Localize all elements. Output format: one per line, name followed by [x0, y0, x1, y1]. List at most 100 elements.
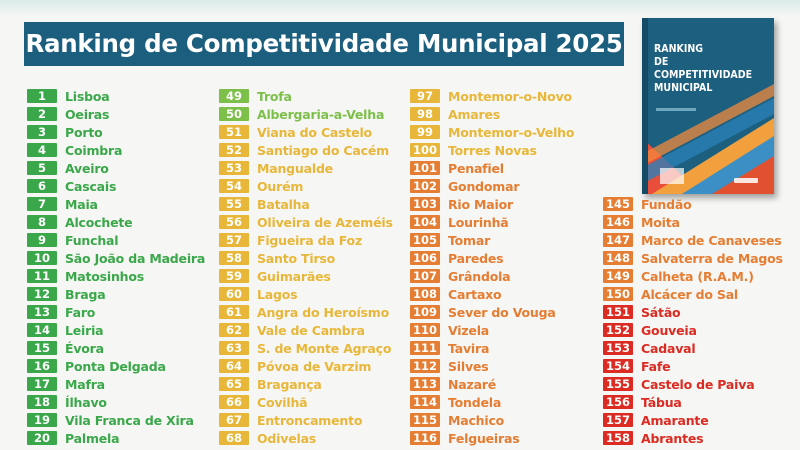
rank-badge: 100: [410, 143, 440, 157]
municipality-name: Sátão: [641, 304, 681, 320]
rank-badge: 150: [603, 287, 633, 301]
rank-badge: 67: [219, 413, 249, 427]
municipality-name: Tomar: [448, 232, 491, 248]
municipality-name: Porto: [65, 124, 103, 140]
municipality-name: Santiago do Cacém: [257, 142, 389, 158]
rank-badge: 152: [603, 323, 633, 337]
municipality-name: Maia: [65, 196, 98, 212]
ranking-row: 66 Covilhã: [219, 393, 393, 411]
rank-badge: 65: [219, 377, 249, 391]
municipality-name: Rio Maior: [448, 196, 513, 212]
rank-badge: 53: [219, 161, 249, 175]
municipality-name: Penafiel: [448, 160, 504, 176]
ranking-row: 97 Montemor-o-Novo: [410, 87, 574, 105]
publisher-logo: [734, 178, 758, 183]
rank-badge: 20: [27, 431, 57, 445]
ranking-row: 4 Coimbra: [27, 141, 205, 159]
ranking-row: 113 Nazaré: [410, 375, 574, 393]
ranking-row: 106 Paredes: [410, 249, 574, 267]
rank-badge: 54: [219, 179, 249, 193]
ranking-row: 103 Rio Maior: [410, 195, 574, 213]
ranking-row: 54 Ourém: [219, 177, 393, 195]
municipality-name: Torres Novas: [448, 142, 537, 158]
municipality-name: Faro: [65, 304, 96, 320]
municipality-name: Guimarães: [257, 268, 331, 284]
ranking-row: 53 Mangualde: [219, 159, 393, 177]
ranking-row: 57 Figueira da Foz: [219, 231, 393, 249]
rank-badge: 116: [410, 431, 440, 445]
municipality-name: Montemor-o-Novo: [448, 88, 572, 104]
rank-badge: 17: [27, 377, 57, 391]
ranking-row: 67 Entroncamento: [219, 411, 393, 429]
municipality-name: Gondomar: [448, 178, 520, 194]
rank-badge: 2: [27, 107, 57, 121]
rank-badge: 98: [410, 107, 440, 121]
ranking-row: 153 Cadaval: [603, 339, 783, 357]
ranking-row: 51 Viana do Castelo: [219, 123, 393, 141]
ranking-row: 145 Fundão: [603, 195, 783, 213]
rank-badge: 156: [603, 395, 633, 409]
municipality-name: Amares: [448, 106, 501, 122]
municipality-name: Machico: [448, 412, 505, 428]
municipality-name: Santo Tirso: [257, 250, 336, 266]
ranking-row: 104 Lourinhã: [410, 213, 574, 231]
ranking-row: 20 Palmela: [27, 429, 205, 447]
municipality-name: Marco de Canaveses: [641, 232, 782, 248]
ranking-row: 59 Guimarães: [219, 267, 393, 285]
rank-badge: 19: [27, 413, 57, 427]
rank-badge: 115: [410, 413, 440, 427]
rank-badge: 49: [219, 89, 249, 103]
municipality-name: Vizela: [448, 322, 490, 338]
ranking-row: 62 Vale de Cambra: [219, 321, 393, 339]
ranking-row: 65 Bragança: [219, 375, 393, 393]
municipality-name: Covilhã: [257, 394, 308, 410]
rank-badge: 14: [27, 323, 57, 337]
municipality-name: Vila Franca de Xira: [65, 412, 194, 428]
municipality-name: Lisboa: [65, 88, 110, 104]
ranking-row: 52 Santiago do Cacém: [219, 141, 393, 159]
ranking-row: 2 Oeiras: [27, 105, 205, 123]
top-strip: [0, 0, 800, 16]
municipality-name: Castelo de Paiva: [641, 376, 755, 392]
municipality-name: Angra do Heroísmo: [257, 304, 389, 320]
ranking-row: 11 Matosinhos: [27, 267, 205, 285]
rank-badge: 153: [603, 341, 633, 355]
municipality-name: Montemor-o-Velho: [448, 124, 575, 140]
municipality-name: Cascais: [65, 178, 117, 194]
ranking-row: 102 Gondomar: [410, 177, 574, 195]
ranking-row: 150 Alcácer do Sal: [603, 285, 783, 303]
municipality-name: Oeiras: [65, 106, 110, 122]
cover-spine: [642, 18, 648, 194]
municipality-name: Mangualde: [257, 160, 333, 176]
ranking-column-2: 49 Trofa 50 Albergaria-a-Velha 51 Viana do Ca…: [219, 87, 393, 447]
municipality-name: Évora: [65, 340, 104, 356]
rank-badge: 9: [27, 233, 57, 247]
ranking-row: 111 Tavira: [410, 339, 574, 357]
ranking-column-4: 145 Fundão 146 Moita 147 Marco de Canaveses 14…: [603, 195, 783, 447]
ranking-row: 110 Vizela: [410, 321, 574, 339]
ranking-row: 6 Cascais: [27, 177, 205, 195]
ranking-row: 156 Tábua: [603, 393, 783, 411]
ranking-row: 10 São João da Madeira: [27, 249, 205, 267]
page-title: Ranking de Competitividade Municipal 202…: [24, 22, 624, 66]
rank-badge: 108: [410, 287, 440, 301]
municipality-name: Bragança: [257, 376, 322, 392]
municipality-name: Ílhavo: [65, 394, 107, 410]
rank-badge: 101: [410, 161, 440, 175]
ranking-row: 49 Trofa: [219, 87, 393, 105]
ranking-row: 115 Machico: [410, 411, 574, 429]
cover-title-line: RANKING: [654, 42, 704, 55]
ranking-row: 147 Marco de Canaveses: [603, 231, 783, 249]
municipality-name: Sever do Vouga: [448, 304, 556, 320]
ranking-row: 107 Grândola: [410, 267, 574, 285]
rank-badge: 99: [410, 125, 440, 139]
rank-badge: 3: [27, 125, 57, 139]
ranking-row: 100 Torres Novas: [410, 141, 574, 159]
rank-badge: 13: [27, 305, 57, 319]
rank-badge: 68: [219, 431, 249, 445]
municipality-name: Oliveira de Azeméis: [257, 214, 393, 230]
rank-badge: 109: [410, 305, 440, 319]
rank-badge: 112: [410, 359, 440, 373]
rank-badge: 18: [27, 395, 57, 409]
municipality-name: Batalha: [257, 196, 310, 212]
